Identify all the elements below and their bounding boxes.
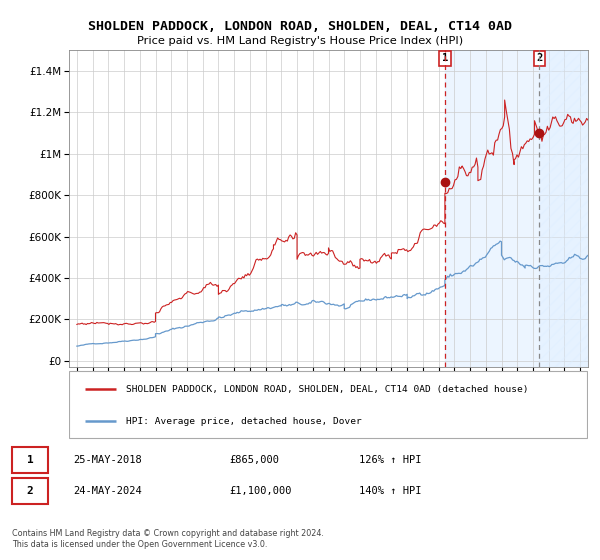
Text: Price paid vs. HM Land Registry's House Price Index (HPI): Price paid vs. HM Land Registry's House … [137,36,463,46]
FancyBboxPatch shape [69,371,587,438]
Text: SHOLDEN PADDOCK, LONDON ROAD, SHOLDEN, DEAL, CT14 0AD (detached house): SHOLDEN PADDOCK, LONDON ROAD, SHOLDEN, D… [126,385,529,394]
Text: £1,100,000: £1,100,000 [229,486,292,496]
Bar [445,50,588,367]
Text: 25-MAY-2018: 25-MAY-2018 [74,455,142,465]
Text: Contains HM Land Registry data © Crown copyright and database right 2024.
This d: Contains HM Land Registry data © Crown c… [12,529,324,549]
Text: HPI: Average price, detached house, Dover: HPI: Average price, detached house, Dove… [126,417,362,426]
Text: 2: 2 [536,53,542,63]
FancyBboxPatch shape [12,447,49,473]
Text: SHOLDEN PADDOCK, LONDON ROAD, SHOLDEN, DEAL, CT14 0AD: SHOLDEN PADDOCK, LONDON ROAD, SHOLDEN, D… [88,20,512,32]
FancyBboxPatch shape [12,478,49,504]
Text: 126% ↑ HPI: 126% ↑ HPI [359,455,421,465]
Text: 24-MAY-2024: 24-MAY-2024 [74,486,142,496]
Text: 140% ↑ HPI: 140% ↑ HPI [359,486,421,496]
Bar [539,50,588,367]
Text: £865,000: £865,000 [229,455,280,465]
Text: 1: 1 [442,53,448,63]
Text: 2: 2 [27,486,34,496]
Text: 1: 1 [27,455,34,465]
